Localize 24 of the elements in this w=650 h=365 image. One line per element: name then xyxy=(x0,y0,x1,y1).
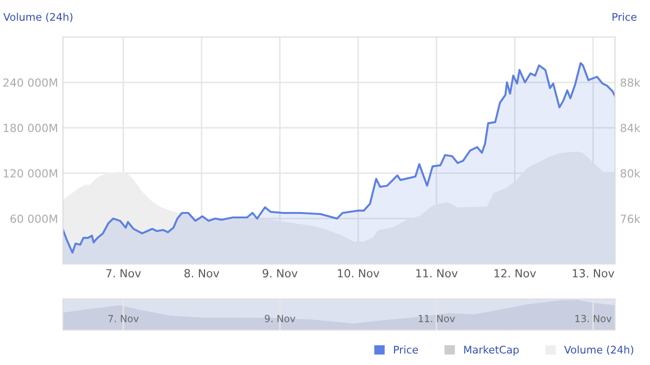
y2-axis-title: Price xyxy=(612,12,636,21)
x-tick-label: 7. Nov xyxy=(108,315,139,322)
x-tick-label: 11. Nov xyxy=(418,315,455,322)
y2-tick-label: 84k xyxy=(620,124,640,132)
x-tick-label: 9. Nov xyxy=(262,269,298,278)
x-tick-label: 7. Nov xyxy=(106,269,141,278)
y-tick-label: 180 000M xyxy=(4,124,58,132)
x-tick-label: 13. Nov xyxy=(572,269,614,278)
legend-label: Volume (24h) xyxy=(564,346,634,355)
y-axis-title: Volume (24h) xyxy=(3,12,72,22)
legend-label: MarketCap xyxy=(464,346,519,356)
x-tick-label: 8. Nov xyxy=(184,269,220,278)
x-tick-label: 11. Nov xyxy=(416,269,458,278)
y-tick-label: 60 000M xyxy=(10,214,58,223)
x-tick-label: 13. Nov xyxy=(575,314,612,322)
x-tick-label: 10. Nov xyxy=(338,269,380,278)
y2-tick-label: 88k xyxy=(620,78,640,87)
y-tick-label: 240 000M xyxy=(3,78,58,87)
y2-tick-label: 80k xyxy=(620,168,640,178)
y-tick-label: 120 000M xyxy=(4,169,58,178)
legend-label: Price xyxy=(394,346,418,354)
y2-tick-label: 76k xyxy=(620,214,640,223)
x-tick-label: 9. Nov xyxy=(264,314,296,322)
x-tick-label: 12. Nov xyxy=(494,269,536,278)
